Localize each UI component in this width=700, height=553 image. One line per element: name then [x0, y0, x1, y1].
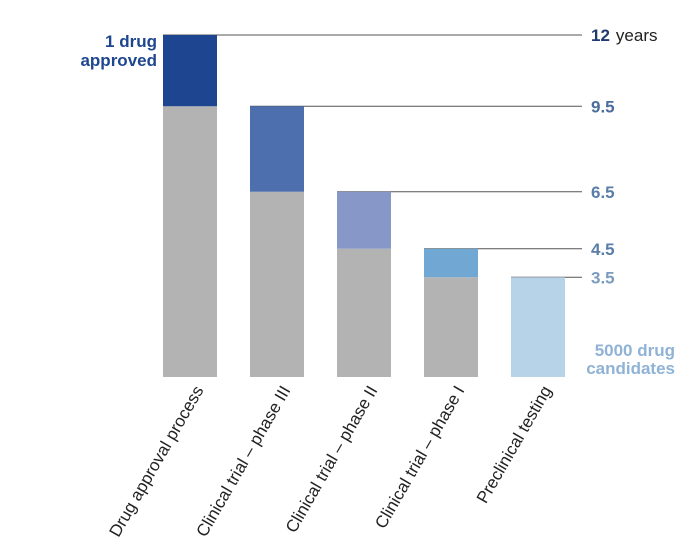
category-tick-label: Clinical trial – phase I: [371, 383, 468, 532]
bar-stage-segment: [163, 35, 217, 107]
unit-label: years: [616, 26, 658, 45]
category-tick-label: Clinical trial – phase II: [282, 383, 382, 537]
annotations: 1 drug approved 5000 drug candidates: [80, 32, 675, 378]
bar-stage-segment: [424, 248, 478, 278]
value-labels: 12 years 9.5 6.5 4.5 3.5: [591, 26, 658, 287]
bar-stage-segment: [337, 191, 391, 249]
bar-base-segment: [163, 106, 217, 377]
category-tick-label: Preclinical testing: [473, 383, 556, 507]
value-label: 12 years: [591, 26, 658, 45]
bar-base-segment: [424, 277, 478, 377]
value-label: 4.5: [591, 240, 615, 259]
value-label: 9.5: [591, 97, 615, 116]
annotation-approved-line1: 1 drug: [105, 32, 157, 51]
annotation-candidates-line1: 5000 drug: [595, 341, 675, 360]
annotation-approved-line2: approved: [80, 51, 157, 70]
bar-stage-segment: [511, 277, 565, 377]
bars: [163, 35, 565, 377]
category-tick-label: Clinical trial – phase III: [192, 383, 294, 541]
value-label: 3.5: [591, 268, 615, 287]
bar-base-segment: [337, 248, 391, 377]
category-tick-label: Drug approval process: [105, 383, 207, 541]
bar-stage-segment: [250, 106, 304, 192]
value-label: 6.5: [591, 183, 615, 202]
annotation-candidates-line2: candidates: [586, 359, 675, 378]
bar-base-segment: [250, 191, 304, 377]
